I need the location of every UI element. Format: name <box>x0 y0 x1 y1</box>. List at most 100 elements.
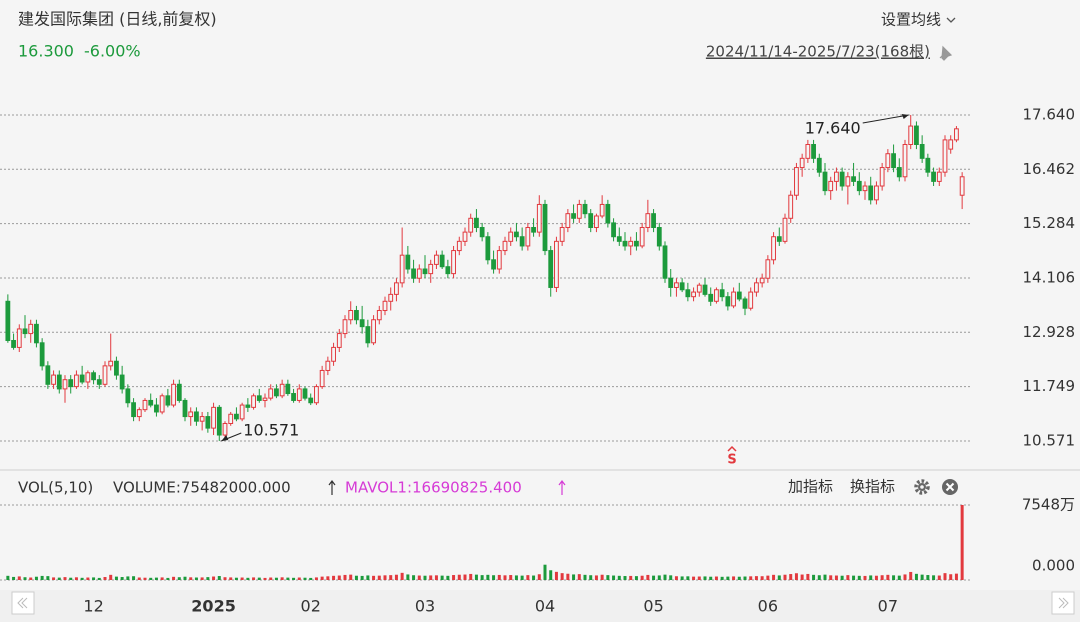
volume-bar <box>714 576 718 580</box>
vol-value: VOLUME:75482000.000 <box>113 479 291 497</box>
volume-bar <box>509 575 513 580</box>
volume-bar <box>240 577 244 580</box>
candle-body <box>502 240 508 252</box>
volume-bar <box>446 575 450 580</box>
volume-bar <box>269 577 273 580</box>
candle-body <box>68 379 74 388</box>
candle-body <box>74 374 79 388</box>
volume-bar <box>486 574 490 580</box>
candle-body <box>931 171 936 182</box>
volume-bar <box>897 575 901 580</box>
mavol-value: MAVOL1:16690825.400 <box>345 479 522 497</box>
scroll-left-icon[interactable] <box>17 597 28 609</box>
candle-body <box>342 319 348 335</box>
volume-bar <box>86 577 90 580</box>
candle-body <box>154 404 159 413</box>
candle-body <box>399 254 405 284</box>
y-tick-label: 15.284 <box>1023 214 1076 232</box>
volume-bar <box>480 575 484 580</box>
close-icon[interactable] <box>942 479 958 495</box>
settings-icon[interactable] <box>914 479 930 495</box>
candle-body <box>948 139 954 150</box>
volume-bar <box>943 573 947 580</box>
volume-bar <box>120 577 124 580</box>
candle-body <box>119 374 125 390</box>
volume-bar <box>732 576 736 580</box>
candle-body <box>5 300 11 341</box>
candle-body <box>34 323 39 344</box>
dropdown-icon[interactable] <box>946 17 956 23</box>
x-tick-label: 03 <box>415 597 435 616</box>
vol-arrow <box>328 480 336 495</box>
volume-bar <box>674 576 678 580</box>
candle-body <box>474 217 479 229</box>
candle-body <box>891 153 896 169</box>
candle-body <box>239 404 245 420</box>
volume-bar <box>343 574 347 580</box>
add-indicator[interactable]: 加指标 <box>788 478 833 496</box>
candle-body <box>228 413 234 424</box>
candle-body <box>942 139 948 173</box>
candle-body <box>651 213 656 229</box>
scroll-right-icon[interactable] <box>1058 597 1069 609</box>
candle-body <box>39 342 45 367</box>
candle-body <box>822 171 828 192</box>
signal-marker: S <box>727 453 736 468</box>
volume-bar <box>772 574 776 580</box>
volume-bar <box>217 576 221 580</box>
volume-bar <box>514 575 518 580</box>
volume-bar <box>434 575 438 580</box>
volume-bar <box>526 575 530 580</box>
volume-bar <box>949 574 953 580</box>
volume-bar <box>572 574 576 580</box>
scroll-right[interactable] <box>1051 591 1075 615</box>
candle-body <box>708 293 714 302</box>
candle-body <box>428 263 434 275</box>
candle-body <box>616 236 622 242</box>
volume-bar <box>754 576 758 580</box>
volume-bar <box>874 575 878 580</box>
volume-bar <box>520 575 524 580</box>
candle-body <box>159 395 165 413</box>
candle-body <box>319 369 325 388</box>
candle-body <box>554 240 559 288</box>
volume-bar <box>503 575 507 580</box>
candle-body <box>256 395 262 401</box>
volume-bar <box>200 577 204 580</box>
candle-body <box>828 180 834 192</box>
volume-bar <box>394 574 398 580</box>
volume-bar <box>263 577 267 580</box>
volume-bar <box>566 573 570 580</box>
candle-body <box>548 250 554 288</box>
volume-bar <box>423 575 427 580</box>
ma-setting[interactable]: 设置均线 <box>881 11 941 29</box>
volume-bar <box>589 575 593 580</box>
candle-body <box>902 144 908 178</box>
candle-body <box>336 333 342 348</box>
candle-body <box>696 284 702 293</box>
candle-body <box>811 144 816 159</box>
volume-bar <box>737 576 741 580</box>
candle-body <box>216 406 222 436</box>
date-range[interactable]: 2024/11/14-2025/7/23(168根) <box>706 43 930 61</box>
candle-body <box>359 319 365 328</box>
volume-bar <box>800 574 804 580</box>
scroll-left[interactable] <box>11 591 35 615</box>
volume-bar <box>606 575 610 580</box>
volume-bar <box>292 577 296 580</box>
volume-bar <box>92 577 96 580</box>
candle-body <box>754 282 759 293</box>
volume-bar <box>314 577 318 580</box>
volume-bar <box>686 576 690 580</box>
candle-body <box>456 240 462 252</box>
volume-bar <box>223 577 227 580</box>
switch-indicator[interactable]: 换指标 <box>850 478 895 496</box>
volume-bar <box>634 576 638 580</box>
candle-body <box>188 411 194 418</box>
candle-body <box>531 227 536 233</box>
volume-bar <box>52 577 56 580</box>
candle-body <box>365 326 371 344</box>
pin-icon[interactable] <box>939 45 953 61</box>
